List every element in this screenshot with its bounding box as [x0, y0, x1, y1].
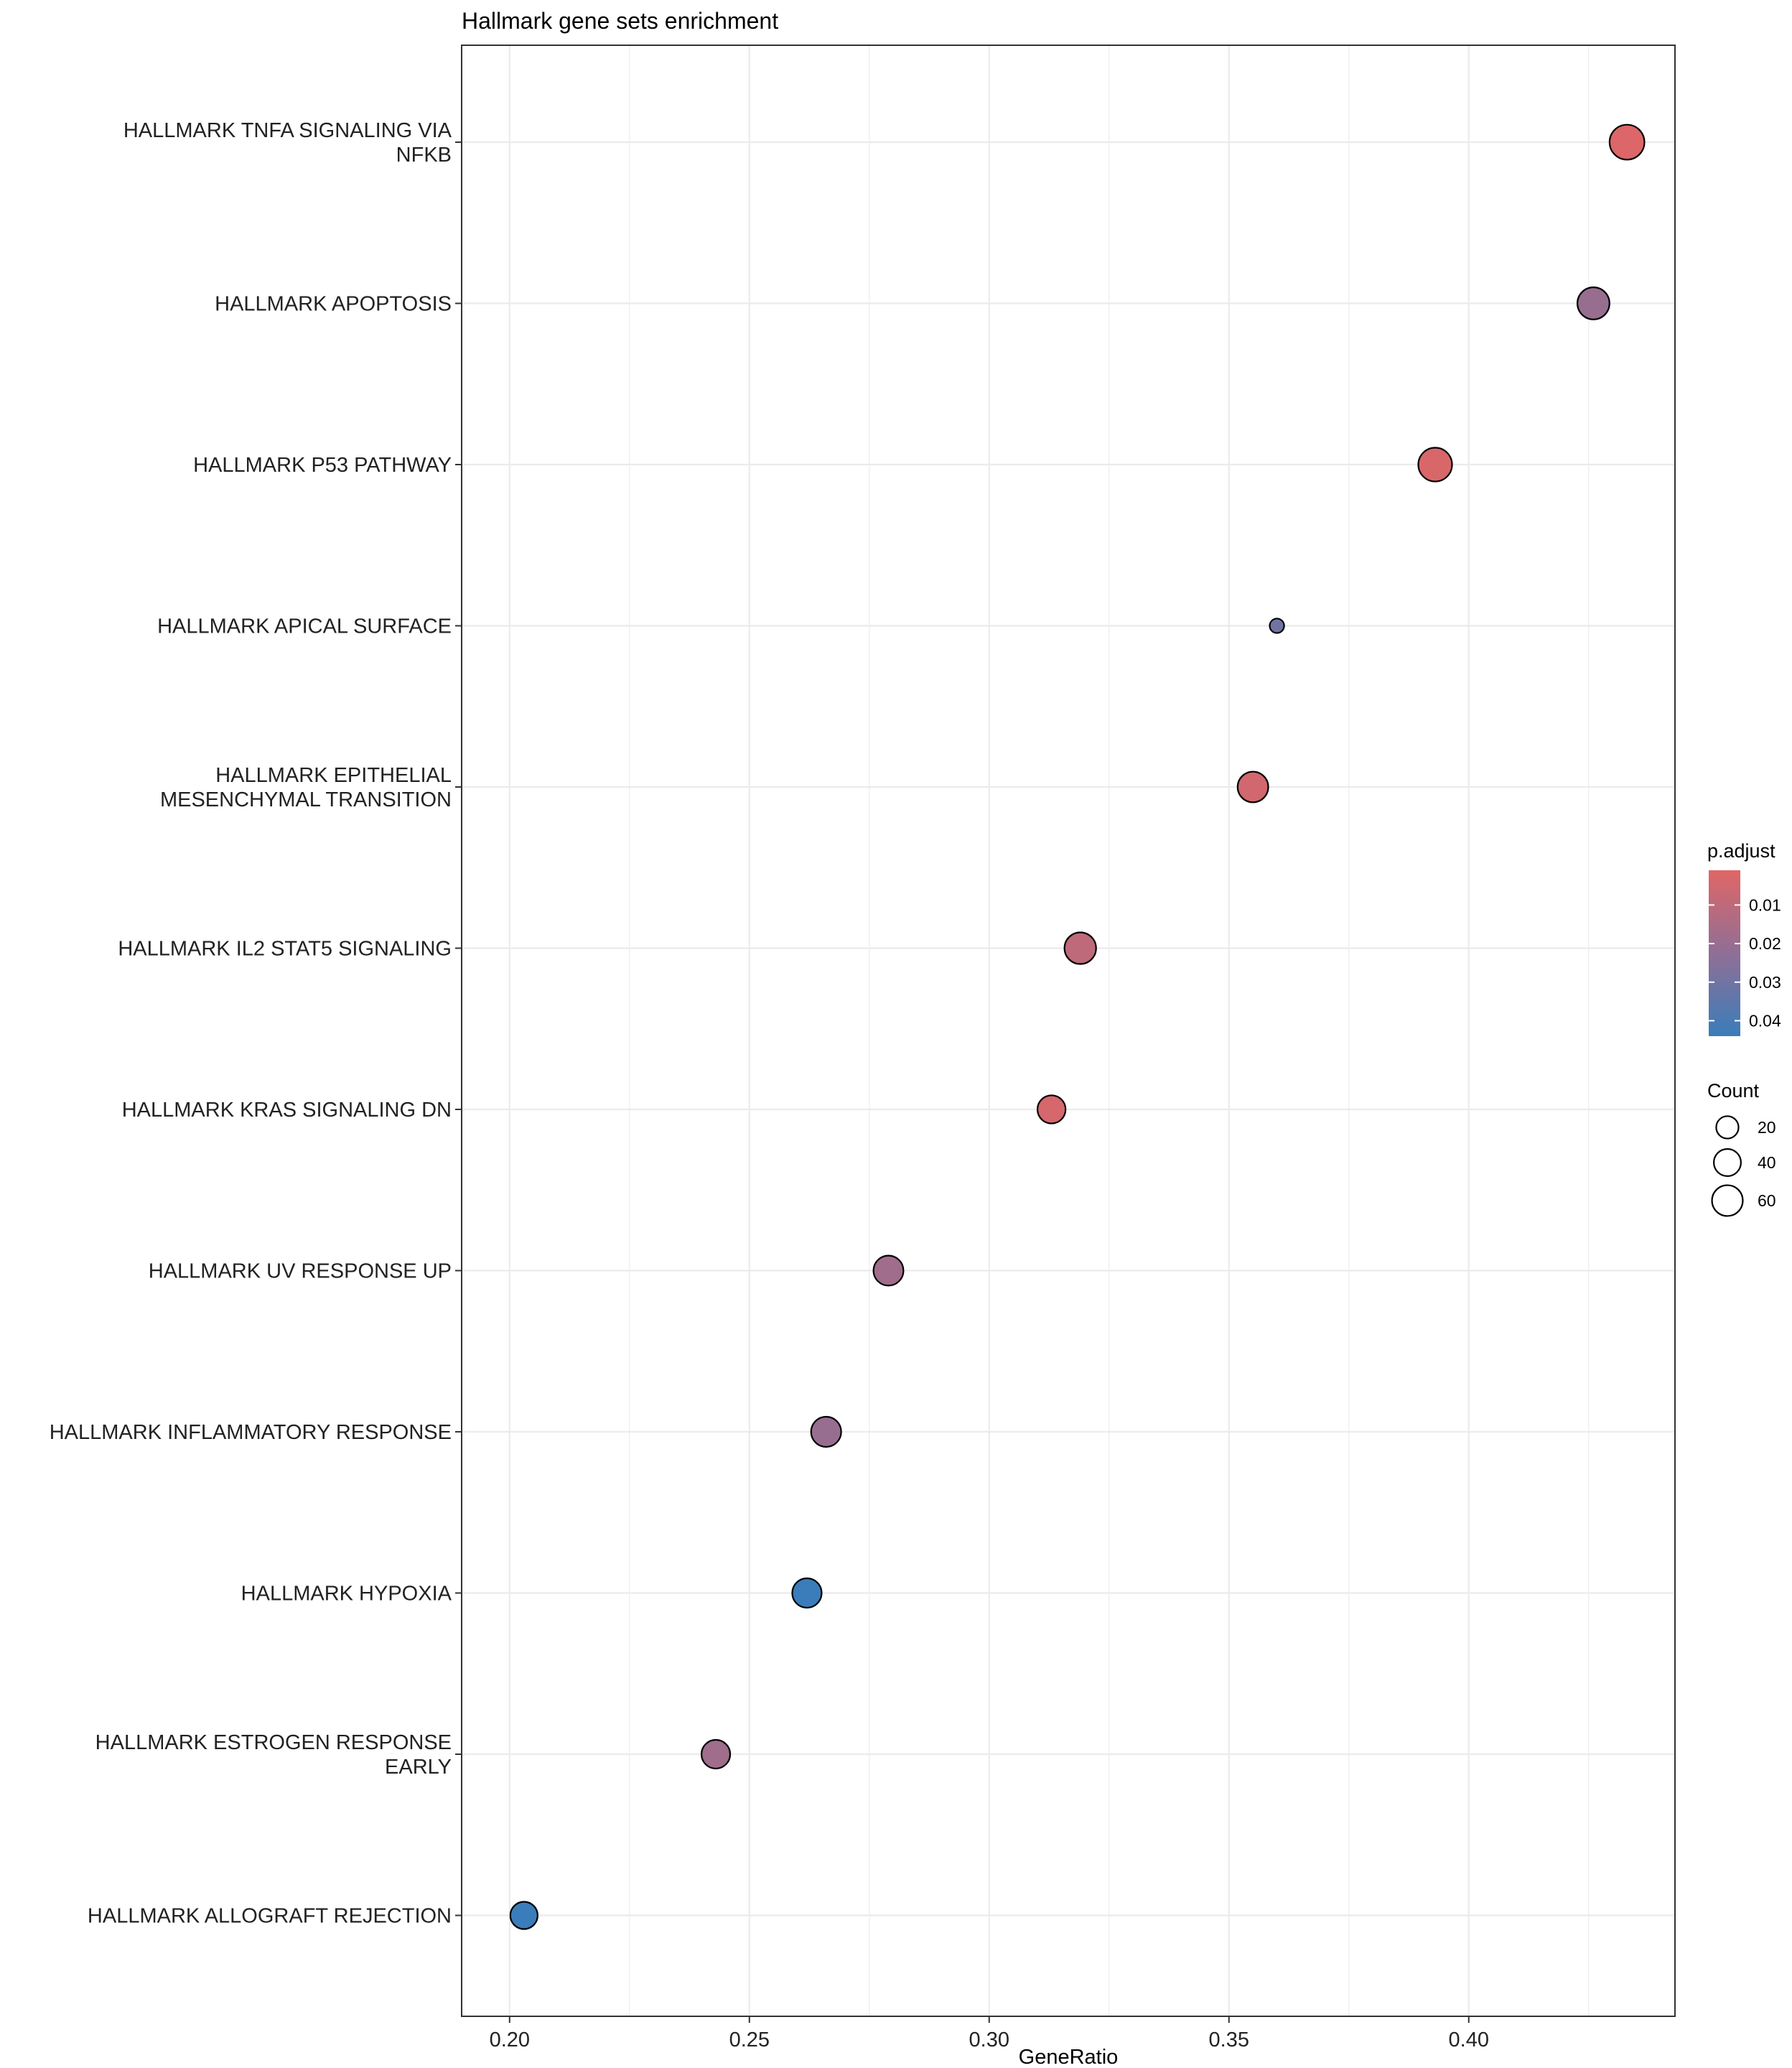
- y-tick-label-line: HALLMARK KRAS SIGNALING DN: [122, 1099, 452, 1122]
- size-legend-key: [1715, 1115, 1740, 1140]
- grid-lines: [462, 45, 1675, 2016]
- data-points: [509, 124, 1646, 1930]
- colorbar-tick-label: 0.01: [1749, 895, 1781, 914]
- y-tick-label-line: HALLMARK HYPOXIA: [241, 1583, 452, 1606]
- y-tick-label-line: HALLMARK ALLOGRAFT REJECTION: [88, 1905, 452, 1928]
- size-legend-label: 60: [1758, 1191, 1776, 1210]
- y-tick-label-line: HALLMARK TNFA SIGNALING VIA: [123, 119, 452, 142]
- y-tick-label-line: NFKB: [396, 144, 452, 167]
- y-tick-label: HALLMARK P53 PATHWAY: [193, 454, 452, 477]
- size-legend: Count 20 40 60: [1707, 1080, 1776, 1217]
- y-tick-label-line: HALLMARK APICAL SURFACE: [157, 615, 452, 638]
- color-legend-title: p.adjust: [1707, 840, 1775, 862]
- y-tick-label: HALLMARK IL2 STAT5 SIGNALING: [118, 938, 452, 961]
- y-tick-label-line: MESENCHYMAL TRANSITION: [160, 788, 452, 811]
- y-tick-label: HALLMARK TNFA SIGNALING VIA NFKB: [123, 119, 452, 167]
- size-legend-key: [1711, 1184, 1744, 1217]
- y-tick-label: HALLMARK APICAL SURFACE: [157, 615, 452, 638]
- y-tick-label-line: EARLY: [385, 1756, 452, 1779]
- x-tick-label: 0.40: [1449, 2029, 1489, 2051]
- y-tick-label: HALLMARK KRAS SIGNALING DN: [122, 1099, 452, 1122]
- colorbar-tick-label: 0.02: [1749, 934, 1781, 953]
- data-point: [810, 1415, 842, 1448]
- x-tick-label: 0.25: [729, 2029, 770, 2051]
- data-point: [1036, 1094, 1067, 1124]
- y-tick-label: HALLMARK UV RESPONSE UP: [149, 1260, 452, 1283]
- y-tick-label: HALLMARK APOPTOSIS: [215, 293, 452, 316]
- y-tick-label: HALLMARK ALLOGRAFT REJECTION: [88, 1905, 452, 1928]
- data-point: [872, 1254, 905, 1287]
- x-tick-label: 0.35: [1209, 2029, 1249, 2051]
- plot-panel: [461, 45, 1676, 2017]
- data-point: [1417, 447, 1453, 483]
- x-axis-title: GeneRatio: [1019, 2046, 1119, 2068]
- size-legend-label: 40: [1758, 1153, 1776, 1172]
- data-point: [1269, 618, 1285, 634]
- colorbar-ticks: 0.01 0.02 0.03 0.04: [1709, 895, 1781, 1030]
- size-legend-title: Count: [1707, 1080, 1760, 1101]
- data-point: [791, 1577, 823, 1609]
- data-point: [509, 1901, 538, 1930]
- colorbar-tick-label: 0.03: [1749, 973, 1781, 992]
- y-tick-label: HALLMARK EPITHELIAL MESENCHYMAL TRANSITIO…: [160, 764, 452, 811]
- chart-title: Hallmark gene sets enrichment: [462, 8, 778, 34]
- y-tick-label: HALLMARK INFLAMMATORY RESPONSE: [50, 1421, 452, 1444]
- size-legend-label: 20: [1758, 1118, 1776, 1137]
- color-legend: p.adjust 0.01 0.02 0.03 0.04: [1707, 840, 1781, 1036]
- y-tick-label-line: HALLMARK EPITHELIAL: [215, 764, 452, 787]
- y-tick-label: HALLMARK HYPOXIA: [241, 1583, 452, 1606]
- data-point: [700, 1738, 732, 1770]
- y-tick-label: HALLMARK ESTROGEN RESPONSE EARLY: [95, 1731, 452, 1779]
- data-point: [1236, 770, 1269, 804]
- size-legend-key: [1713, 1148, 1742, 1177]
- y-tick-label-line: HALLMARK ESTROGEN RESPONSE: [95, 1731, 452, 1754]
- y-tick-label-line: HALLMARK INFLAMMATORY RESPONSE: [50, 1421, 452, 1444]
- x-axis: 0.20 0.25 0.30 0.35 0.40: [490, 2016, 1489, 2051]
- y-tick-label-line: HALLMARK UV RESPONSE UP: [149, 1260, 452, 1283]
- data-point: [1576, 287, 1610, 320]
- y-tick-label-line: HALLMARK IL2 STAT5 SIGNALING: [118, 938, 452, 961]
- size-legend-items: 20 40 60: [1711, 1115, 1776, 1217]
- data-point: [1063, 931, 1097, 965]
- x-tick-label: 0.20: [490, 2029, 530, 2051]
- colorbar-tick-label: 0.04: [1749, 1012, 1781, 1030]
- y-axis: HALLMARK TNFA SIGNALING VIA NFKBHALLMARK …: [50, 119, 462, 1928]
- x-tick-label: 0.30: [969, 2029, 1009, 2051]
- y-tick-label-line: HALLMARK P53 PATHWAY: [193, 454, 452, 477]
- y-tick-label-line: HALLMARK APOPTOSIS: [215, 293, 452, 316]
- panel-border: [461, 45, 1676, 2017]
- data-point: [1608, 124, 1646, 161]
- colorbar: [1709, 870, 1740, 1036]
